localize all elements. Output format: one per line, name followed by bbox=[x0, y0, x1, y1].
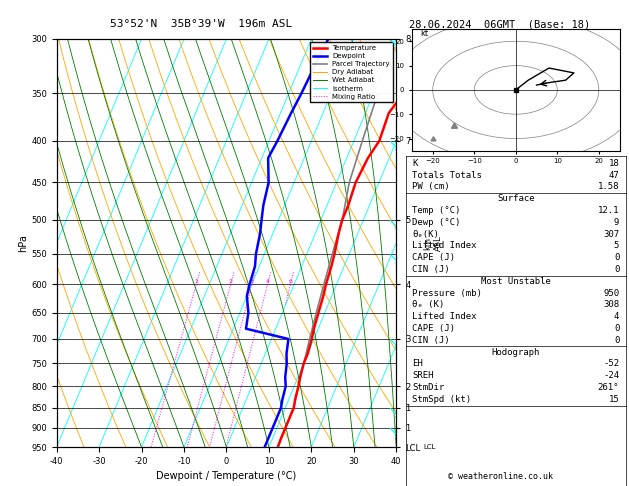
Text: 28.06.2024  06GMT  (Base: 18): 28.06.2024 06GMT (Base: 18) bbox=[409, 19, 591, 30]
Text: 1: 1 bbox=[194, 279, 198, 284]
Text: K: K bbox=[413, 159, 418, 168]
Text: 261°: 261° bbox=[598, 383, 619, 392]
Text: © weatheronline.co.uk: © weatheronline.co.uk bbox=[448, 472, 552, 481]
Text: 2: 2 bbox=[229, 279, 233, 284]
Text: Totals Totals: Totals Totals bbox=[413, 171, 482, 180]
Legend: Temperature, Dewpoint, Parcel Trajectory, Dry Adiabat, Wet Adiabat, Isotherm, Mi: Temperature, Dewpoint, Parcel Trajectory… bbox=[310, 42, 392, 103]
Text: Surface: Surface bbox=[497, 194, 535, 203]
Text: θₑ (K): θₑ (K) bbox=[413, 300, 445, 310]
Text: 53°52'N  35B°39'W  196m ASL: 53°52'N 35B°39'W 196m ASL bbox=[110, 19, 292, 30]
Text: CAPE (J): CAPE (J) bbox=[413, 324, 455, 333]
Text: θₑ(K): θₑ(K) bbox=[413, 230, 439, 239]
Text: 47: 47 bbox=[608, 171, 619, 180]
Text: Temp (°C): Temp (°C) bbox=[413, 206, 460, 215]
Text: -24: -24 bbox=[603, 371, 619, 380]
Text: CIN (J): CIN (J) bbox=[413, 336, 450, 345]
Text: PW (cm): PW (cm) bbox=[413, 182, 450, 191]
X-axis label: Dewpoint / Temperature (°C): Dewpoint / Temperature (°C) bbox=[157, 471, 296, 482]
Text: 6: 6 bbox=[289, 279, 292, 284]
Text: CAPE (J): CAPE (J) bbox=[413, 253, 455, 262]
Text: Most Unstable: Most Unstable bbox=[481, 277, 551, 286]
Text: 4: 4 bbox=[265, 279, 270, 284]
Text: CIN (J): CIN (J) bbox=[413, 265, 450, 274]
Text: 3: 3 bbox=[250, 279, 254, 284]
Text: -52: -52 bbox=[603, 360, 619, 368]
Text: 0: 0 bbox=[614, 336, 619, 345]
Text: kt: kt bbox=[420, 30, 428, 38]
Text: 15: 15 bbox=[608, 395, 619, 404]
Text: LCL: LCL bbox=[423, 444, 436, 450]
Text: 0: 0 bbox=[614, 253, 619, 262]
Text: 0: 0 bbox=[614, 324, 619, 333]
Text: Dewp (°C): Dewp (°C) bbox=[413, 218, 460, 227]
Text: StmSpd (kt): StmSpd (kt) bbox=[413, 395, 471, 404]
Text: SREH: SREH bbox=[413, 371, 434, 380]
Text: 5: 5 bbox=[614, 242, 619, 250]
Text: Lifted Index: Lifted Index bbox=[413, 242, 477, 250]
Y-axis label: km
ASL: km ASL bbox=[423, 235, 443, 251]
Text: 0: 0 bbox=[614, 265, 619, 274]
Text: 4: 4 bbox=[614, 312, 619, 321]
Text: 18: 18 bbox=[608, 159, 619, 168]
Text: EH: EH bbox=[413, 360, 423, 368]
Text: 950: 950 bbox=[603, 289, 619, 297]
Text: 12.1: 12.1 bbox=[598, 206, 619, 215]
Text: 1.58: 1.58 bbox=[598, 182, 619, 191]
Y-axis label: hPa: hPa bbox=[18, 234, 28, 252]
Text: 9: 9 bbox=[614, 218, 619, 227]
Text: 308: 308 bbox=[603, 300, 619, 310]
Text: Lifted Index: Lifted Index bbox=[413, 312, 477, 321]
Text: Hodograph: Hodograph bbox=[492, 347, 540, 357]
Text: StmDir: StmDir bbox=[413, 383, 445, 392]
Text: 307: 307 bbox=[603, 230, 619, 239]
Text: Pressure (mb): Pressure (mb) bbox=[413, 289, 482, 297]
